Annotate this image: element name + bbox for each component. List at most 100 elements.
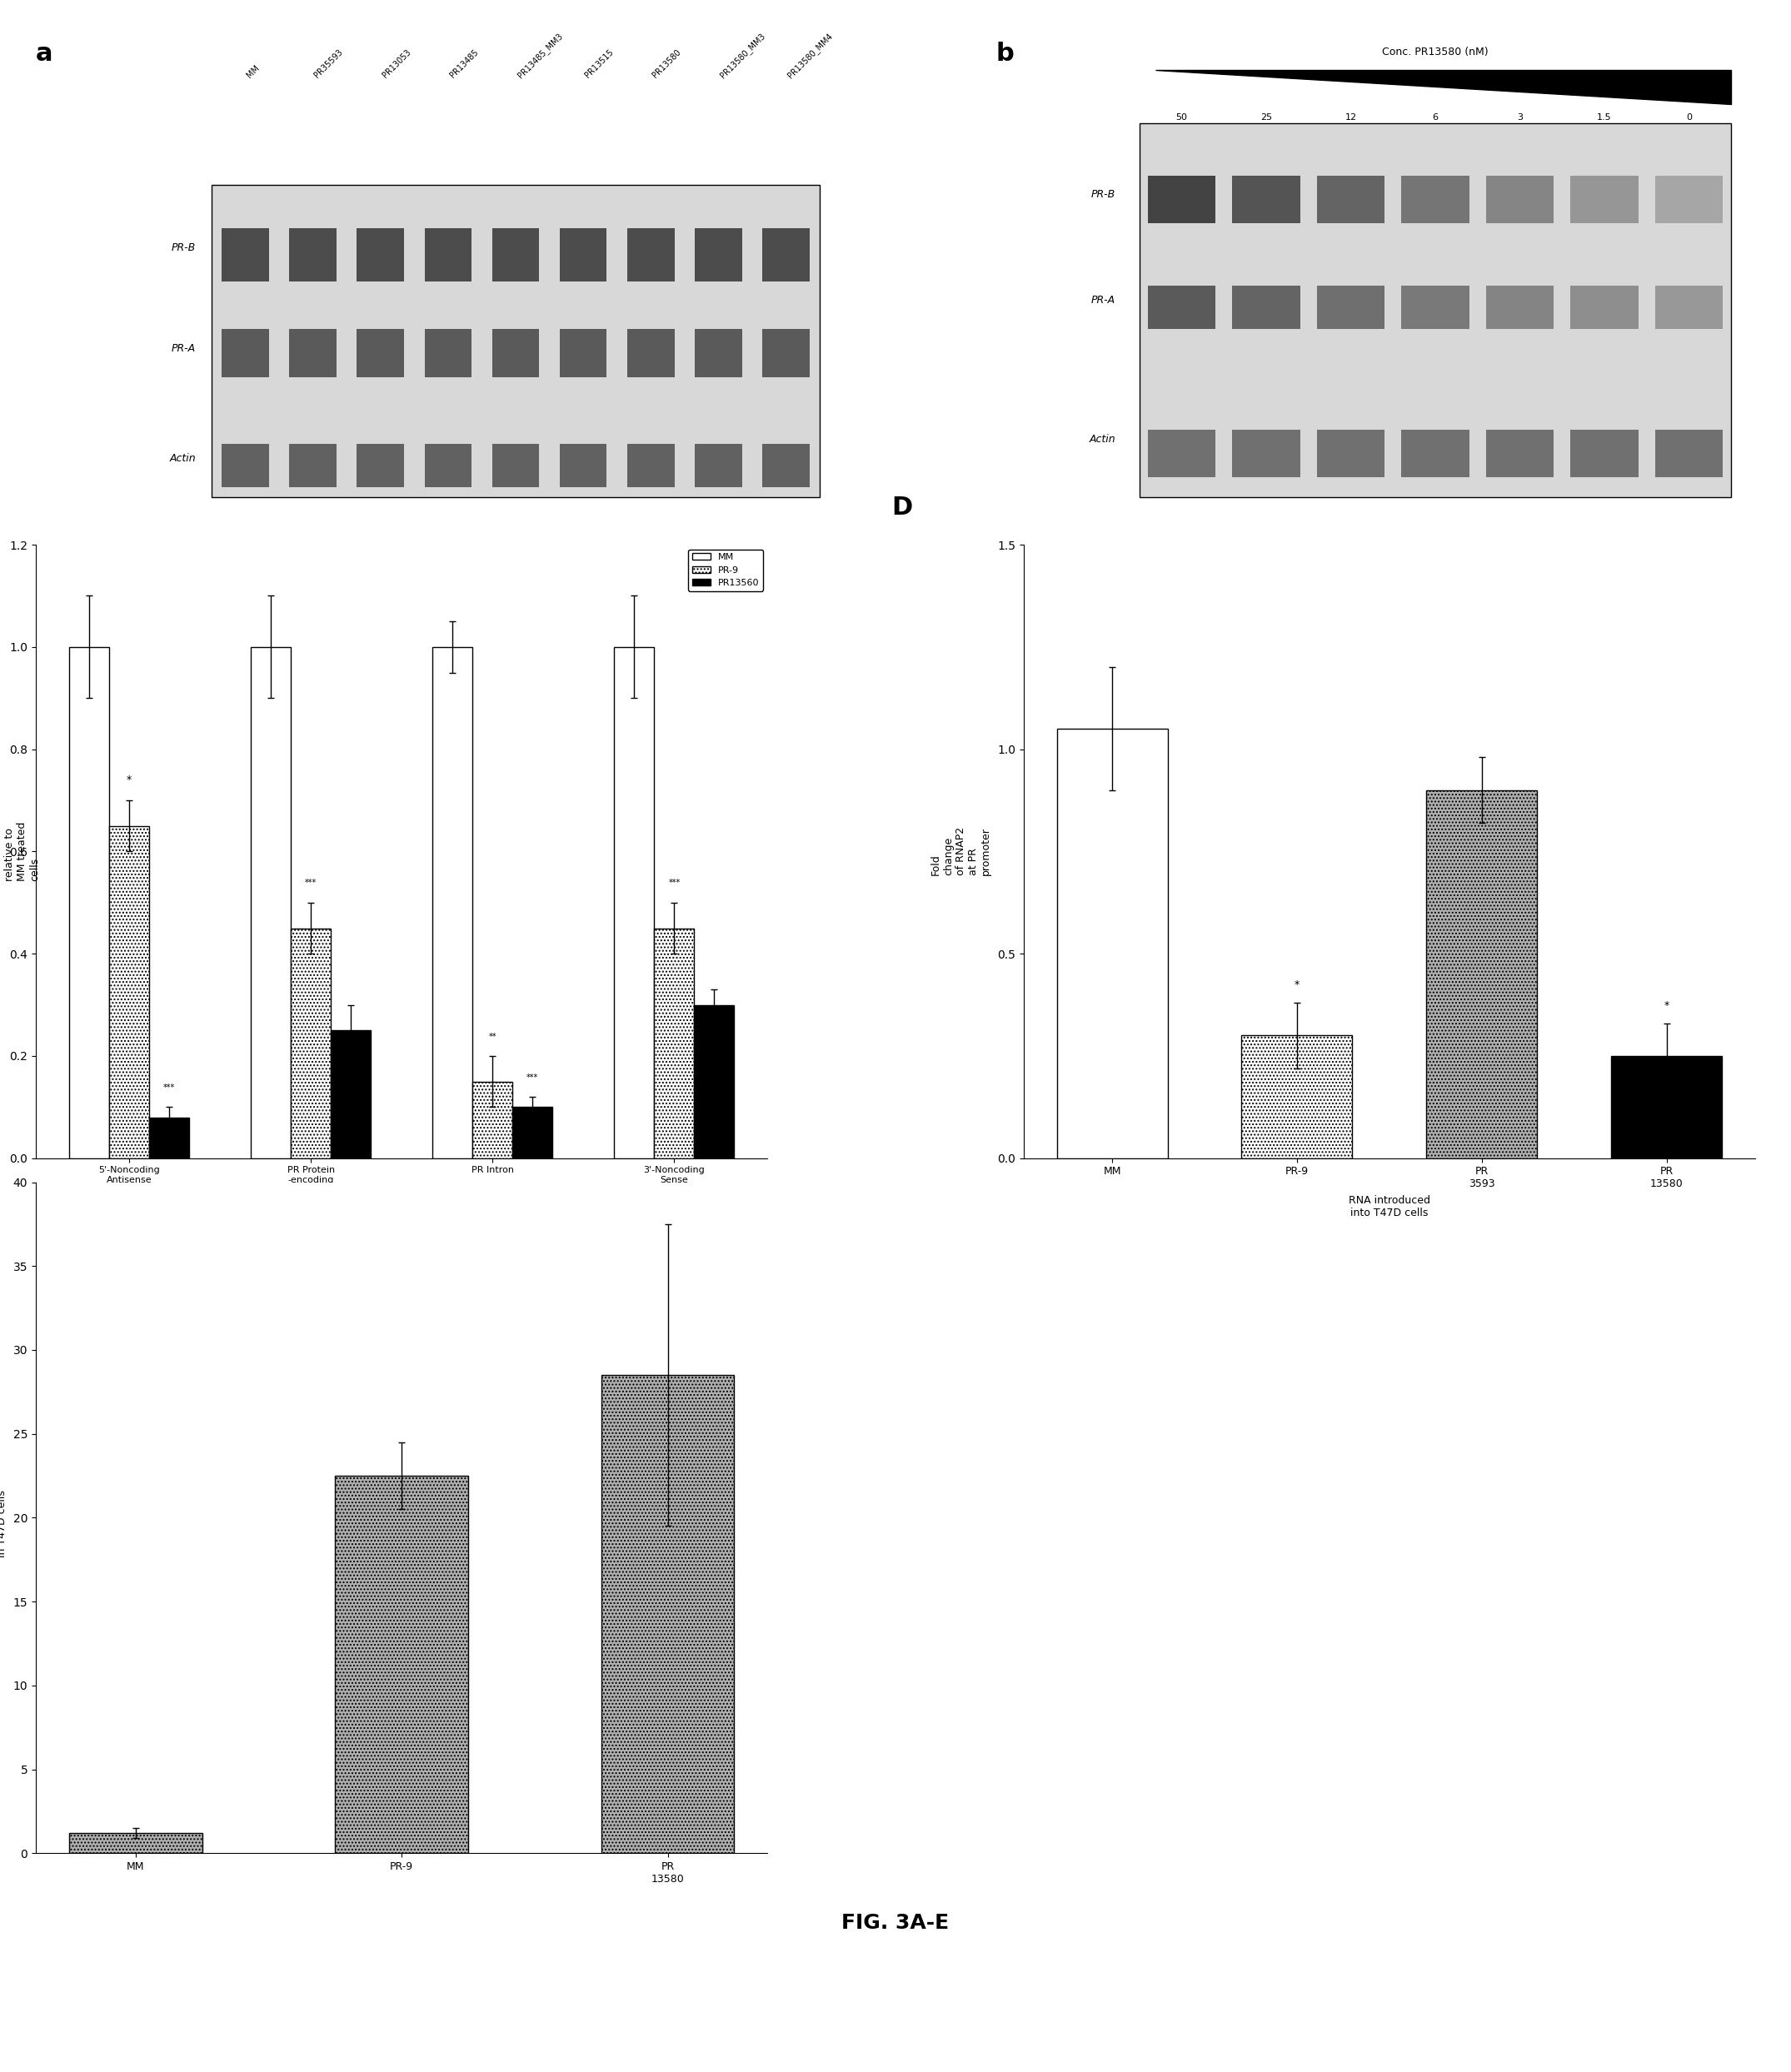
Bar [695, 228, 741, 282]
Bar [1571, 176, 1639, 224]
Bar [1487, 286, 1553, 329]
Text: ***: *** [163, 1084, 176, 1092]
Bar [695, 443, 741, 487]
Legend: MM, PR-9, PR13560: MM, PR-9, PR13560 [688, 549, 763, 591]
Bar [1612, 1057, 1721, 1158]
Bar [356, 228, 405, 282]
Bar [1487, 429, 1553, 479]
Text: 1.5: 1.5 [1598, 114, 1612, 122]
Bar [290, 928, 331, 1158]
Bar [1402, 286, 1469, 329]
Bar [1316, 176, 1384, 224]
Y-axis label: Relative  levels
of H3K27
trimethylation
in T47D cells: Relative levels of H3K27 trimethylation … [0, 1477, 7, 1558]
Bar [493, 443, 539, 487]
Y-axis label: Fold
RNA
abundance
relative to
MM treated
cells: Fold RNA abundance relative to MM treate… [0, 823, 39, 881]
Bar [1402, 176, 1469, 224]
Polygon shape [1155, 70, 1732, 104]
Bar [763, 443, 810, 487]
Text: ***: *** [346, 982, 356, 990]
Bar [251, 646, 290, 1158]
X-axis label: Target region for qPCR: Target region for qPCR [344, 1198, 460, 1210]
Text: 25: 25 [1261, 114, 1272, 122]
Bar [1655, 286, 1723, 329]
Bar [1487, 176, 1553, 224]
Bar [70, 1834, 202, 1852]
Bar [493, 329, 539, 377]
Bar [559, 443, 607, 487]
Text: 50: 50 [1177, 114, 1187, 122]
Text: D: D [892, 495, 913, 520]
X-axis label: RNA introduced
into T47D cells: RNA introduced into T47D cells [1349, 1196, 1431, 1218]
Bar [109, 827, 149, 1158]
Bar [222, 228, 269, 282]
Bar [1655, 429, 1723, 479]
Bar [149, 1117, 190, 1158]
Y-axis label: Fold
change
of RNAP2
at PR
promoter: Fold change of RNAP2 at PR promoter [931, 827, 992, 876]
Bar [602, 1376, 734, 1852]
Text: *: * [1664, 1001, 1669, 1011]
Text: Conc. PR13580 (nM): Conc. PR13580 (nM) [1383, 46, 1488, 58]
Bar [1148, 176, 1216, 224]
Text: PR-A: PR-A [1091, 294, 1116, 307]
Bar [627, 329, 675, 377]
Text: 3: 3 [1517, 114, 1522, 122]
Text: Actin: Actin [170, 454, 195, 464]
Bar [424, 443, 471, 487]
Text: PR-B: PR-B [1091, 189, 1116, 201]
Bar [1057, 729, 1168, 1158]
Text: Actin: Actin [1089, 433, 1116, 445]
Bar [654, 928, 695, 1158]
Text: MM: MM [245, 64, 261, 81]
Bar [473, 1082, 512, 1158]
Bar [1316, 429, 1384, 479]
Bar [1148, 429, 1216, 479]
Bar [433, 646, 473, 1158]
Bar [614, 646, 654, 1158]
Text: PR13580_MM3: PR13580_MM3 [718, 31, 767, 81]
Bar [1655, 176, 1723, 224]
Text: *: * [127, 775, 133, 785]
Bar [424, 329, 471, 377]
Text: ***: *** [527, 1073, 539, 1082]
Text: 6: 6 [1433, 114, 1438, 122]
Text: a: a [36, 41, 54, 66]
Bar [1426, 789, 1537, 1158]
Bar [222, 443, 269, 487]
Bar [424, 228, 471, 282]
Text: ***: *** [668, 879, 681, 887]
Bar [512, 1106, 552, 1158]
Bar [290, 329, 337, 377]
Bar [1232, 286, 1300, 329]
Bar [1241, 1036, 1352, 1158]
Text: ***: *** [707, 966, 720, 974]
Bar [70, 646, 109, 1158]
Text: ***: *** [304, 879, 317, 887]
Text: PR13515: PR13515 [584, 48, 614, 81]
Bar [1139, 122, 1732, 497]
Bar [356, 443, 405, 487]
Bar [331, 1030, 371, 1158]
Bar [1571, 429, 1639, 479]
Text: *: * [1295, 980, 1300, 990]
Bar [763, 329, 810, 377]
Bar [695, 329, 741, 377]
Bar [493, 228, 539, 282]
Bar [222, 329, 269, 377]
Bar [1402, 429, 1469, 479]
Bar [559, 329, 607, 377]
Bar [335, 1475, 467, 1852]
Text: PR13053: PR13053 [380, 48, 412, 81]
Text: PR13580: PR13580 [650, 48, 682, 81]
Bar [1316, 286, 1384, 329]
Text: 12: 12 [1345, 114, 1356, 122]
Bar [627, 228, 675, 282]
Text: PR-A: PR-A [172, 342, 195, 354]
Bar [356, 329, 405, 377]
Text: FIG. 3A-E: FIG. 3A-E [842, 1912, 949, 1933]
Bar [1232, 176, 1300, 224]
Text: 0: 0 [1685, 114, 1692, 122]
Bar [695, 1005, 734, 1158]
Bar [1148, 286, 1216, 329]
Bar [290, 443, 337, 487]
Bar [211, 184, 820, 497]
